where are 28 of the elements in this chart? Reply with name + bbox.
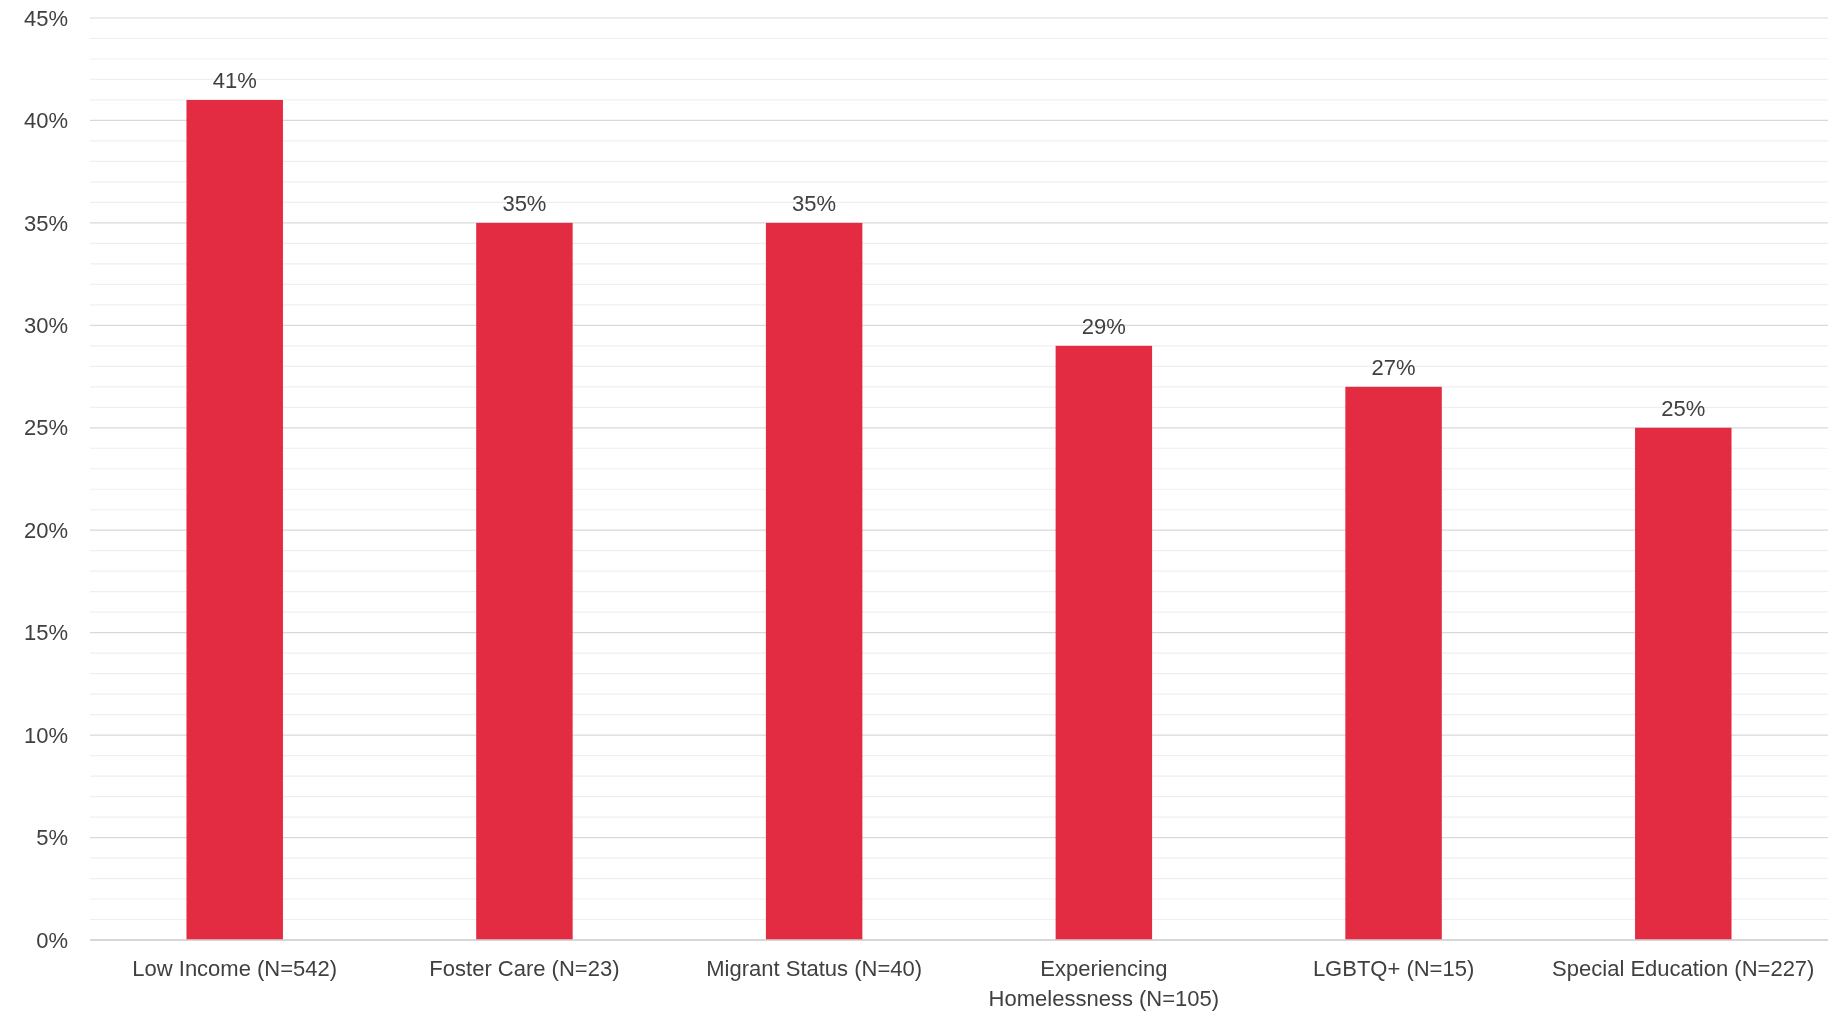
bar (765, 222, 863, 940)
x-tick-label: Migrant Status (N=40) (706, 956, 923, 981)
bar (1345, 386, 1442, 940)
y-tick-label: 40% (23, 108, 68, 134)
y-tick-label: 35% (23, 210, 68, 236)
bar (476, 222, 573, 940)
y-tick-label: 45% (23, 5, 68, 31)
y-tick-label: 25% (23, 415, 68, 441)
x-tick-label: Low Income (N=542) (132, 956, 338, 981)
y-tick-label: 5% (36, 825, 68, 851)
y-tick-label: 20% (23, 517, 68, 543)
bar (1055, 345, 1153, 940)
data-label: 41% (212, 67, 257, 93)
data-label: 25% (1661, 395, 1706, 421)
x-tick-label: Special Education (N=227) (1552, 956, 1815, 981)
data-label: 35% (502, 190, 547, 216)
y-tick-label: 30% (23, 313, 68, 339)
x-tick-label: Experiencing Homelessness (N=105) (988, 956, 1220, 1011)
y-tick-label: 0% (36, 927, 68, 953)
x-tick-label: Foster Care (N=23) (429, 956, 620, 981)
y-tick-label: 10% (23, 722, 68, 748)
data-label: 27% (1371, 354, 1416, 380)
data-label: 35% (792, 190, 837, 216)
y-tick-label: 15% (23, 620, 68, 646)
bar (1635, 427, 1732, 940)
bar (186, 99, 283, 940)
data-label: 29% (1081, 313, 1126, 339)
x-tick-label: LGBTQ+ (N=15) (1312, 956, 1475, 981)
